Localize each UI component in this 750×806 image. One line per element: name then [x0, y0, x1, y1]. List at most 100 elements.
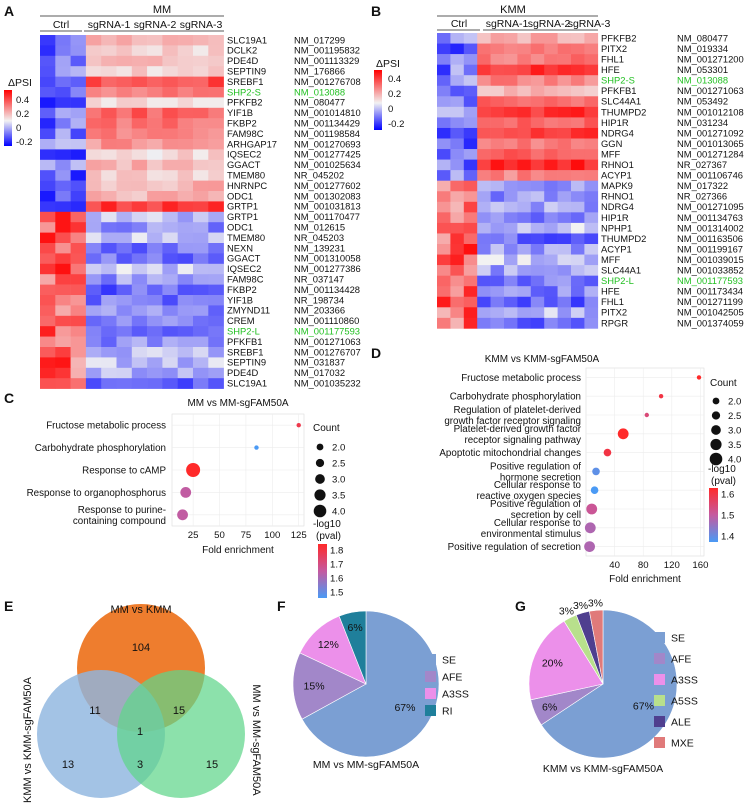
- venn-label-mm-vs-mm-sgfam50a: MM vs MM-sgFAM50A: [250, 684, 262, 796]
- heatmap-cell: [147, 222, 163, 233]
- heatmap-cell: [177, 66, 194, 77]
- heatmap-cell: [208, 295, 224, 306]
- transcript-id-label: NM_001177593: [677, 275, 743, 286]
- heatmap-cell: [40, 55, 56, 67]
- heatmap-cell: [131, 295, 148, 306]
- heatmap-cell: [463, 127, 478, 139]
- heatmap-cell: [40, 315, 56, 327]
- heatmap-cell: [193, 253, 209, 265]
- panel-d: KMM vs KMM-sgFAM50A 40 80 120 160 Fructose m…: [439, 354, 741, 585]
- category-label: Fructose metabolic process: [46, 421, 166, 432]
- heatmap-cell: [131, 97, 148, 109]
- heatmap-cell: [557, 43, 572, 55]
- heatmap-cell: [584, 317, 599, 329]
- heatmap-cell: [477, 212, 491, 224]
- heatmap-cell: [490, 64, 505, 76]
- heatmap-cell: [70, 378, 87, 389]
- heatmap-cell: [177, 315, 194, 327]
- heatmap-cell: [584, 138, 599, 150]
- color-legend-label: 1.7: [330, 560, 343, 571]
- heatmap-cell: [193, 326, 209, 337]
- gene-label: PFKFB1: [601, 85, 636, 96]
- heatmap-cell: [544, 180, 558, 192]
- heatmap-cell: [131, 45, 148, 57]
- panel-a: MM Ctrl sgRNA-1 sgRNA-2 sgRNA-3 SLC19A1D…: [4, 4, 361, 389]
- heatmap-cell: [40, 232, 56, 244]
- heatmap-cell: [116, 274, 133, 285]
- heatmap-cell: [208, 326, 224, 337]
- heatmap-cell: [450, 75, 465, 87]
- heatmap-cell: [530, 75, 545, 87]
- transcript-id-label: NM_001271092: [677, 127, 744, 138]
- heatmap-cell: [116, 87, 133, 98]
- heatmap-cell: [85, 263, 102, 275]
- heatmap-cell: [40, 159, 56, 171]
- heatmap-cell: [463, 138, 478, 150]
- heatmap-cell: [147, 191, 163, 202]
- pie-legend-label: A3SS: [671, 675, 698, 687]
- heatmap-cell: [131, 347, 148, 358]
- heatmap-cell: [85, 211, 102, 223]
- heatmap-cell: [70, 149, 87, 161]
- psi-scale-a-title: ΔPSI: [8, 77, 32, 89]
- heatmap-cell: [55, 274, 71, 285]
- heatmap-cell: [101, 97, 117, 109]
- heatmap-cell: [450, 54, 465, 65]
- heatmap-cell: [101, 274, 117, 285]
- heatmap-cell: [463, 85, 478, 97]
- x-tick-label: 50: [214, 530, 225, 541]
- heatmap-cell: [147, 211, 163, 223]
- heatmap-cell: [147, 347, 163, 358]
- chart-d-title: KMM vs KMM-sgFAM50A: [485, 354, 600, 365]
- heatmap-cell: [116, 76, 133, 88]
- heatmap-cell: [116, 284, 133, 296]
- heatmap-cell: [85, 253, 102, 265]
- transcript-id-label: NR_045203: [294, 232, 344, 243]
- heatmap-cell: [450, 106, 465, 118]
- transcript-id-label: NM_001314002: [677, 222, 744, 233]
- heatmap-cell: [55, 128, 71, 140]
- heatmap-cell: [517, 201, 532, 213]
- heatmap-cell: [116, 35, 133, 46]
- heatmap-cell: [40, 295, 56, 306]
- heatmap-cell: [450, 138, 465, 150]
- heatmap-cell: [177, 284, 194, 296]
- heatmap-cell: [147, 55, 163, 67]
- heatmap-cell: [463, 222, 478, 234]
- x-tick-label: 125: [291, 530, 307, 541]
- heatmap-cell: [147, 357, 163, 369]
- pie-legend-swatch: [425, 705, 436, 716]
- heatmap-cell: [70, 284, 87, 296]
- heatmap-cell: [517, 254, 532, 266]
- heatmap-cell: [477, 149, 491, 160]
- color-legend-label: 1.5: [721, 511, 734, 522]
- heatmap-cell: [463, 244, 478, 255]
- heatmap-cell: [557, 117, 572, 129]
- heatmap-cell: [70, 211, 87, 223]
- heatmap-cell: [530, 286, 545, 298]
- heatmap-cell: [101, 149, 117, 161]
- gene-label: DCLK2: [227, 45, 257, 56]
- heatmap-cell: [116, 253, 133, 265]
- transcript-id-label: NM_001310058: [294, 253, 361, 264]
- heatmap-cell: [70, 357, 87, 369]
- heatmap-cell: [101, 128, 117, 140]
- heatmap-cell: [55, 87, 71, 98]
- gene-label: HNRNPC: [227, 180, 267, 191]
- heatmap-cell: [55, 201, 71, 213]
- heatmap-cell: [85, 243, 102, 254]
- pie-legend-label: AFE: [442, 672, 462, 684]
- heatmap-cell: [85, 149, 102, 161]
- heatmap-cell: [571, 170, 585, 181]
- heatmap-cell: [544, 286, 558, 298]
- gene-label: PDE4D: [227, 55, 258, 66]
- chart-c-legend-pval-title-2: (pval): [316, 531, 341, 542]
- heatmap-cell: [517, 159, 532, 171]
- transcript-id-label: NM_203366: [294, 305, 345, 316]
- heatmap-cell: [70, 222, 87, 233]
- heatmap-cell: [477, 201, 491, 213]
- pie-slice-label: 6%: [542, 702, 557, 714]
- heatmap-cell: [131, 357, 148, 369]
- heatmap-cell: [450, 33, 465, 44]
- gene-label: PITX2: [601, 307, 627, 318]
